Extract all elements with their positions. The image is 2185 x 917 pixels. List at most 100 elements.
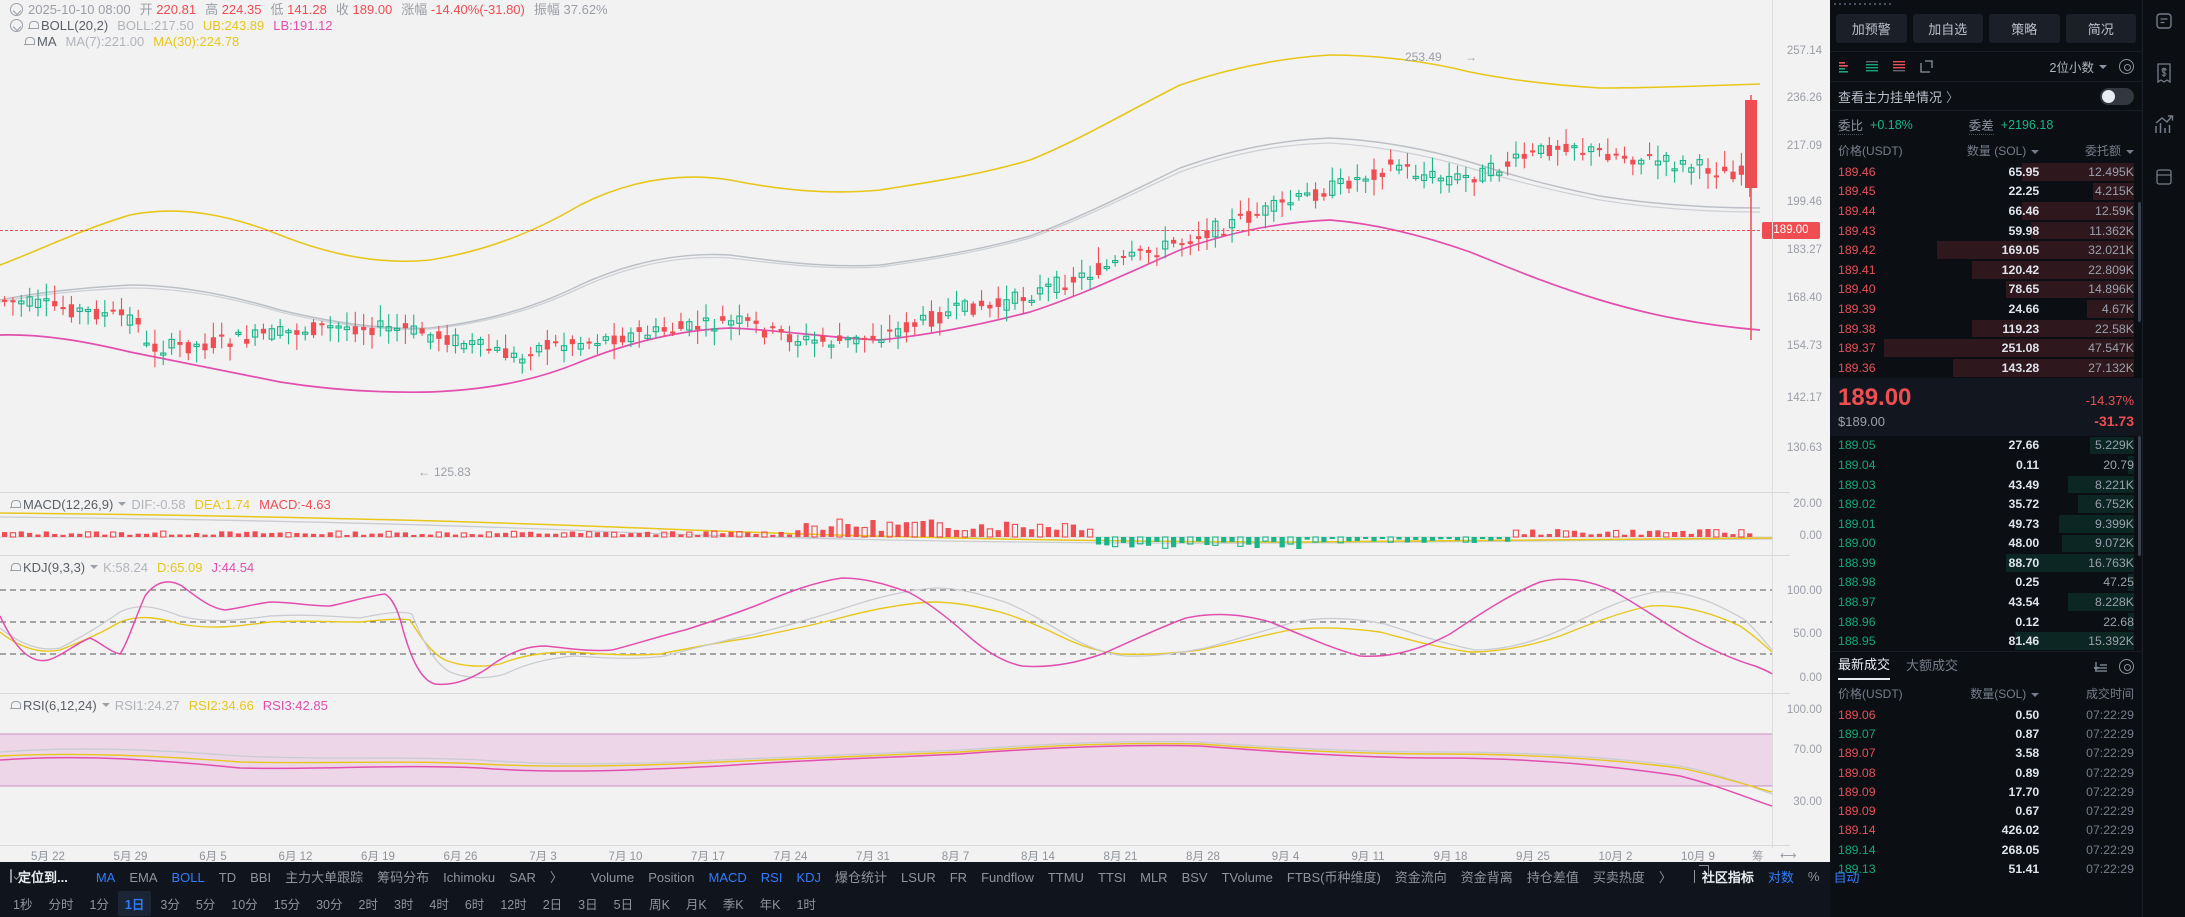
orderbook-row[interactable]: 189.37 251.08 47.547K [1830, 338, 2142, 358]
sub-indicator-bsv[interactable]: BSV [1181, 869, 1208, 885]
orderbook-row[interactable]: 188.98 0.25 47.25 [1830, 573, 2142, 593]
orderbook-scrollbar[interactable] [2138, 202, 2141, 322]
orderbook-row[interactable]: 189.46 65.95 12.495K [1830, 162, 2142, 182]
sub-indicator-ttmu[interactable]: TTMU [1047, 869, 1084, 885]
orderbook-row[interactable]: 188.96 0.12 22.68 [1830, 612, 2142, 632]
orderbook-row[interactable]: 189.00 48.00 9.072K [1830, 534, 2142, 554]
timeframe-30分[interactable]: 30分 [316, 898, 343, 912]
sub-indicator-volume[interactable]: Volume [590, 869, 635, 885]
chat-icon[interactable] [2151, 8, 2177, 34]
percent-scale-button[interactable]: % [1807, 868, 1820, 884]
rsi-name[interactable]: RSI(6,12,24) [23, 698, 97, 713]
orderbook-row[interactable]: 189.41 120.42 22.809K [1830, 260, 2142, 280]
sub-indicator-kdj[interactable]: KDJ [796, 869, 822, 885]
sub-indicator-position[interactable]: Position [648, 869, 695, 885]
timeframe-年K[interactable]: 年K [759, 898, 781, 912]
sub-indicator-持仓差值[interactable]: 持仓差值 [1526, 869, 1579, 885]
community-indicator-button[interactable]: 社区指标 [1701, 869, 1754, 885]
panel-drag-handle[interactable] [1830, 0, 2142, 8]
chart-trend-icon[interactable] [2151, 112, 2177, 138]
rsi-alert-bell-icon[interactable] [10, 700, 21, 711]
log-scale-button[interactable]: 对数 [1767, 869, 1794, 885]
gear-icon[interactable] [2119, 59, 2134, 74]
sub-indicator-ftbs币种维度[interactable]: FTBS(币种维度) [1286, 869, 1381, 885]
orderbook-row[interactable]: 189.40 78.65 14.896K [1830, 280, 2142, 300]
sub-indicator-more-arrow[interactable]: 〉 [1658, 869, 1672, 885]
trades-sort-icon[interactable] [2093, 660, 2109, 674]
main-order-toggle[interactable] [2100, 87, 2134, 105]
main-order-flow-link[interactable]: 查看主力挂单情况 〉 [1830, 81, 2142, 111]
rsi-caret-down-icon[interactable] [101, 703, 110, 707]
orderbook-row[interactable]: 189.38 119.23 22.58K [1830, 319, 2142, 339]
orderbook-row[interactable]: 189.44 66.46 12.59K [1830, 201, 2142, 221]
orderbook-total-header[interactable]: 委托额 [2039, 142, 2134, 159]
timeframe-3分[interactable]: 3分 [160, 898, 180, 912]
timeframe-12时[interactable]: 12时 [500, 898, 527, 912]
alert-bell-icon[interactable] [28, 20, 39, 31]
asks-only-view-icon[interactable] [1892, 59, 1908, 75]
timeframe-1日[interactable]: 1日 [117, 891, 152, 916]
kdj-name[interactable]: KDJ(9,3,3) [23, 560, 86, 575]
timeframe-5日[interactable]: 5日 [613, 898, 634, 912]
sub-indicator-lsur[interactable]: LSUR [901, 869, 936, 885]
action-button-3[interactable]: 简况 [2065, 14, 2136, 43]
orderbook-row[interactable]: 189.01 49.73 9.399K [1830, 514, 2142, 534]
indicator-td[interactable]: TD [218, 869, 237, 885]
kdj-caret-down-icon[interactable] [90, 565, 99, 569]
layers-icon[interactable] [2151, 164, 2177, 190]
timeframe-3日[interactable]: 3日 [578, 898, 598, 912]
auto-scale-button[interactable]: 自动 [1833, 869, 1860, 885]
boll-name[interactable]: BOLL(20,2) [41, 18, 109, 33]
orderbook-row[interactable]: 188.97 43.54 8.228K [1830, 592, 2142, 612]
timeframe-1时[interactable]: 1时 [796, 898, 816, 912]
boll-collapse-icon[interactable] [10, 19, 23, 32]
indicator-ichimoku[interactable]: Ichimoku [443, 869, 496, 885]
orderbook-row[interactable]: 189.03 43.49 8.221K [1830, 475, 2142, 495]
x-axis-scroll-handle[interactable]: ⟷ [1780, 850, 1797, 862]
sub-indicator-tvolume[interactable]: TVolume [1221, 869, 1273, 885]
timeframe-1秒[interactable]: 1秒 [13, 898, 33, 912]
indicator-ma[interactable]: MA [95, 869, 116, 885]
indicator-bbi[interactable]: BBI [250, 869, 272, 885]
timeframe-2时[interactable]: 2时 [358, 898, 378, 912]
timeframe-周K[interactable]: 周K [649, 898, 670, 912]
timeframe-分时[interactable]: 分时 [48, 898, 74, 912]
ma-alert-bell-icon[interactable] [24, 36, 35, 47]
sub-indicator-资金流向[interactable]: 资金流向 [1394, 869, 1447, 885]
timeframe-2日[interactable]: 2日 [542, 898, 563, 912]
sub-indicator-fr[interactable]: FR [949, 869, 968, 885]
receipt-dollar-icon[interactable]: $ [2151, 60, 2177, 86]
main-indicator-more-arrow[interactable]: 〉 [549, 869, 563, 885]
timeframe-季K[interactable]: 季K [722, 898, 744, 912]
ma-name[interactable]: MA [37, 34, 57, 49]
orderbook-row[interactable]: 189.02 35.72 6.752K [1830, 494, 2142, 514]
timeframe-15分[interactable]: 15分 [273, 898, 301, 912]
timeframe-4时[interactable]: 4时 [429, 898, 449, 912]
orderbook-row[interactable]: 189.39 24.66 4.67K [1830, 299, 2142, 319]
decimal-precision-select[interactable]: 2位小数 [2050, 57, 2107, 76]
popout-orderbook-icon[interactable] [1919, 59, 1935, 75]
trades-gear-icon[interactable] [2119, 659, 2134, 675]
sub-indicator-mlr[interactable]: MLR [1140, 869, 1168, 885]
action-button-2[interactable]: 策略 [1989, 14, 2060, 43]
orderbook-row[interactable]: 189.45 22.25 4.215K [1830, 182, 2142, 202]
action-button-0[interactable]: 加预警 [1836, 14, 1907, 43]
indicator-筹码分布[interactable]: 筹码分布 [377, 869, 430, 885]
timeframe-1分[interactable]: 1分 [89, 898, 109, 912]
macd-caret-down-icon[interactable] [118, 502, 127, 506]
indicator-ema[interactable]: EMA [129, 869, 158, 885]
locate-button[interactable]: 定位到... [18, 869, 68, 885]
indicator-sar[interactable]: SAR [509, 869, 536, 885]
orderbook-scrollbar[interactable] [2138, 435, 2141, 556]
timeframe-3时[interactable]: 3时 [393, 898, 414, 912]
orderbook-row[interactable]: 189.04 0.11 20.79 [1830, 455, 2142, 475]
action-button-1[interactable]: 加自选 [1912, 14, 1983, 43]
locate-icon[interactable] [10, 869, 12, 883]
macd-alert-bell-icon[interactable] [10, 499, 21, 510]
trades-tab-大额成交[interactable]: 大额成交 [1906, 657, 1959, 673]
timeframe-6时[interactable]: 6时 [464, 898, 485, 912]
sub-indicator-ttsi[interactable]: TTSI [1097, 869, 1127, 885]
macd-name[interactable]: MACD(12,26,9) [23, 497, 114, 512]
orderbook-row[interactable]: 189.05 27.66 5.229K [1830, 436, 2142, 456]
orderbook-row[interactable]: 188.99 88.70 16.763K [1830, 553, 2142, 573]
